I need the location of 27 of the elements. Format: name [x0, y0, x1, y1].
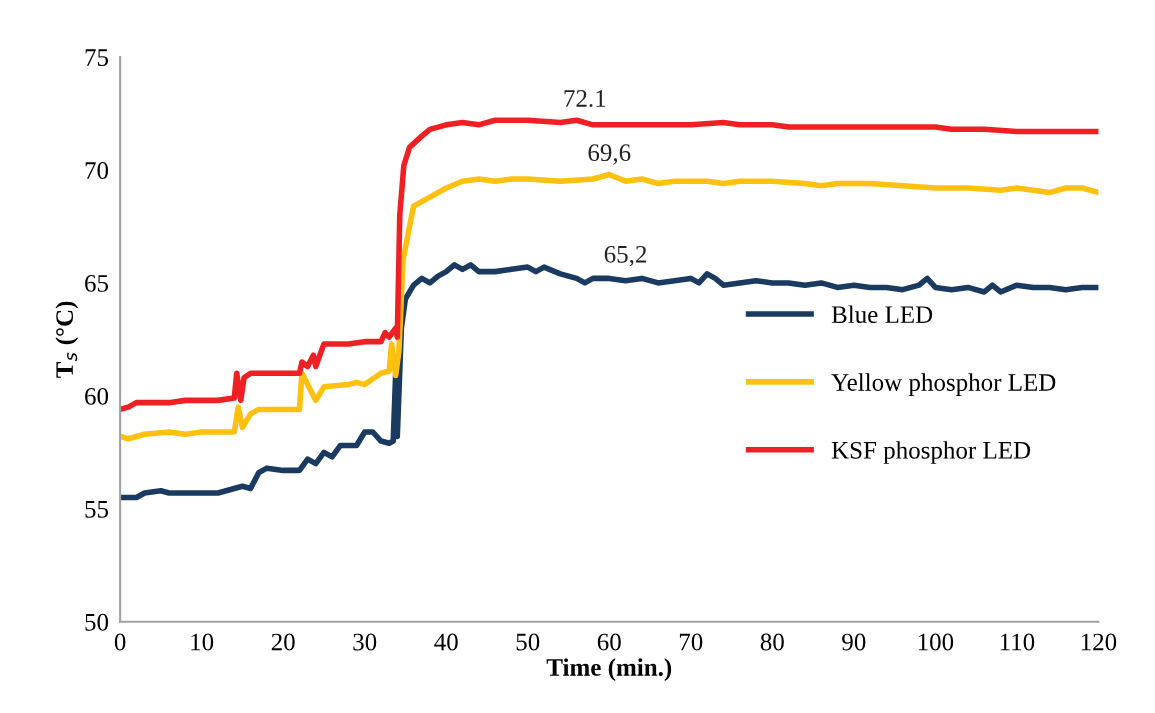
x-tick-label: 60 [597, 633, 621, 651]
y-tick-label: 65 [85, 275, 109, 292]
y-axis-title: T$_{s}$ (°C) [55, 301, 79, 378]
x-tick-label: 20 [271, 633, 295, 651]
x-tick-label: 110 [1000, 633, 1035, 651]
x-tick-label: 10 [191, 633, 214, 651]
legend-label: KSF phosphor LED [831, 441, 1031, 464]
annotation: 72.1 [564, 90, 606, 107]
x-tick-label: 120 [1081, 633, 1117, 651]
annotation: 69,6 [588, 144, 631, 165]
y-tick-label: 70 [85, 162, 109, 179]
legend-label: Yellow phosphor LED [831, 373, 1056, 396]
x-tick-label: 40 [434, 633, 458, 651]
legend-label: Blue LED [831, 305, 933, 324]
x-tick-label: 30 [353, 633, 377, 651]
x-axis-title: Time (min.) [546, 658, 672, 681]
x-tick-label: 70 [679, 633, 703, 651]
y-tick-label: 60 [85, 387, 109, 405]
x-tick-label: 80 [760, 633, 784, 651]
x-tick-label: 0 [114, 633, 126, 651]
y-tick-label: 75 [85, 49, 109, 66]
y-tick-label: 50 [85, 613, 109, 631]
x-tick-label: 100 [918, 633, 954, 651]
x-tick-label: 50 [516, 633, 540, 651]
y-tick-label: 55 [85, 501, 109, 518]
annotation: 65,2 [604, 245, 647, 267]
x-tick-label: 90 [842, 633, 866, 651]
